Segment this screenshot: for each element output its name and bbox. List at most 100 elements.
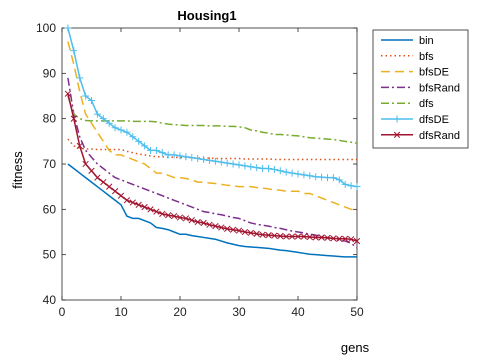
- data-point-dfsRand: [106, 183, 113, 190]
- data-point-dfsRand: [271, 232, 278, 239]
- data-point-dfsRand: [330, 235, 337, 242]
- data-point-dfsRand: [253, 230, 260, 237]
- x-tick-label: 10: [114, 305, 128, 319]
- legend: bin bfs bfsDE bfsRand dfs dfsDE dfsRand: [372, 29, 469, 149]
- data-point-dfsRand: [353, 237, 361, 245]
- data-point-dfsRand: [70, 115, 77, 122]
- legend-label: bfsRand: [419, 82, 460, 94]
- data-point-dfsRand: [265, 232, 272, 239]
- data-point-dfsDE: [170, 151, 178, 159]
- data-point-dfsRand: [170, 212, 178, 220]
- data-point-dfsRand: [159, 210, 166, 218]
- data-point-dfsDE: [312, 173, 320, 181]
- data-point-dfsDE: [111, 124, 119, 132]
- data-point-dfsRand: [318, 234, 325, 241]
- data-point-dfsRand: [294, 233, 302, 240]
- data-point-dfsDE: [88, 97, 95, 105]
- data-point-dfsDE: [276, 167, 284, 175]
- data-point-dfsDE: [182, 153, 190, 161]
- y-tick-label: 90: [43, 66, 57, 80]
- data-point-dfsDE: [211, 157, 219, 165]
- data-point-dfsDE: [229, 160, 237, 168]
- x-axis: 0 10 20 30 40 50: [59, 28, 364, 319]
- data-point-dfsRand: [94, 174, 101, 181]
- data-point-dfsRand: [182, 215, 190, 222]
- data-point-dfsDE: [82, 92, 90, 100]
- data-point-dfsDE: [93, 110, 101, 118]
- legend-item-dfsRand: dfsRand: [381, 130, 460, 142]
- series-dfsRand: [64, 90, 361, 245]
- data-point-dfsDE: [270, 165, 278, 173]
- data-point-dfsRand: [277, 232, 284, 240]
- data-point-dfsDE: [152, 146, 160, 154]
- legend-item-bfsDE: bfsDE: [381, 67, 449, 79]
- legend-marker: [393, 131, 401, 138]
- series-dfsDE: [64, 24, 361, 191]
- data-point-dfsDE: [247, 163, 255, 171]
- data-point-dfsRand: [300, 233, 308, 240]
- data-point-dfsDE: [253, 164, 261, 172]
- data-point-dfsRand: [206, 221, 213, 228]
- data-point-dfsDE: [176, 152, 184, 160]
- y-axis-label: fitness: [10, 151, 25, 189]
- series-bin: [67, 163, 357, 258]
- legend-box: [372, 29, 469, 149]
- data-point-dfsRand: [76, 142, 83, 150]
- data-point-dfsDE: [105, 119, 113, 127]
- series-line-bfsDE: [67, 41, 358, 211]
- data-point-dfsRand: [306, 233, 313, 241]
- data-point-dfsDE: [294, 170, 302, 178]
- x-tick-label: 0: [59, 305, 66, 319]
- data-point-dfsDE: [141, 142, 149, 150]
- data-point-dfsRand: [165, 212, 172, 219]
- data-point-dfsRand: [64, 90, 72, 97]
- y-tick-label: 60: [43, 202, 57, 216]
- y-tick-label: 70: [43, 157, 57, 171]
- series-bfs: [67, 138, 357, 161]
- data-point-dfsDE: [347, 182, 355, 190]
- data-point-dfsDE: [259, 165, 267, 173]
- data-point-dfsRand: [336, 235, 343, 242]
- series-dfs: [67, 95, 358, 144]
- legend-label: dfs: [419, 98, 434, 110]
- data-point-dfsRand: [259, 231, 266, 238]
- data-point-dfsDE: [288, 169, 296, 177]
- data-point-dfsRand: [188, 217, 195, 224]
- data-point-dfsRand: [117, 192, 125, 199]
- data-point-dfsDE: [341, 180, 349, 188]
- data-point-dfsDE: [235, 161, 243, 169]
- series-line-bfsRand: [67, 77, 358, 249]
- data-point-dfsDE: [123, 128, 131, 136]
- legend-item-bfsRand: bfsRand: [381, 82, 460, 94]
- data-point-dfsRand: [224, 225, 231, 232]
- data-point-dfsDE: [300, 171, 308, 179]
- legend-item-dfs: dfs: [381, 98, 434, 110]
- y-tick-label: 40: [43, 293, 57, 307]
- data-point-dfsDE: [194, 155, 202, 163]
- data-point-dfsDE: [217, 158, 225, 166]
- data-point-dfsDE: [117, 126, 125, 134]
- plot-frame: [61, 27, 358, 301]
- data-point-dfsRand: [123, 197, 131, 204]
- data-point-dfsRand: [200, 219, 207, 227]
- data-point-dfsRand: [153, 208, 160, 215]
- data-point-dfsDE: [158, 149, 166, 157]
- x-tick-label: 20: [173, 305, 187, 319]
- data-point-dfsDE: [265, 165, 272, 173]
- data-point-dfsRand: [342, 235, 349, 242]
- data-point-dfsRand: [235, 227, 243, 234]
- series-layer: [64, 24, 361, 258]
- data-point-dfsRand: [229, 226, 237, 233]
- legend-label: dfsRand: [419, 130, 460, 142]
- series-bfsDE: [67, 41, 358, 211]
- x-tick-label: 40: [291, 305, 305, 319]
- y-tick-label: 100: [36, 21, 56, 35]
- series-line-bfs: [67, 138, 357, 161]
- data-point-dfsRand: [312, 234, 319, 241]
- data-point-dfsRand: [194, 218, 201, 226]
- data-point-dfsRand: [135, 201, 142, 208]
- data-point-dfsRand: [129, 199, 136, 206]
- y-tick-label: 50: [43, 248, 57, 262]
- data-point-dfsDE: [64, 24, 72, 32]
